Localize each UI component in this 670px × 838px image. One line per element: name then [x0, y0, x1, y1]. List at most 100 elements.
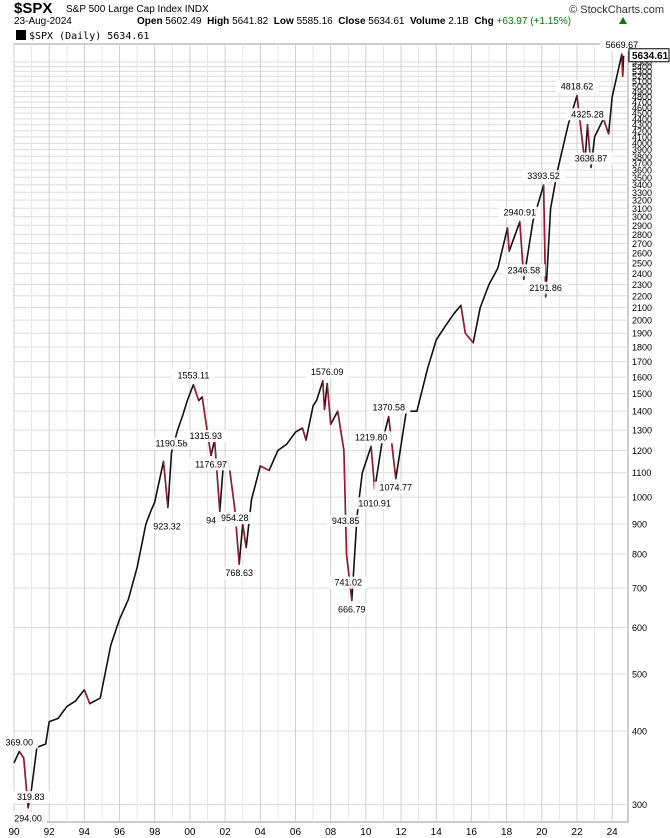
annotation-box: [220, 567, 258, 580]
y-tick-label: 4200: [632, 126, 652, 136]
y-tick-label: 900: [632, 519, 647, 529]
current-value-label: 5634.61: [632, 51, 669, 62]
legend-swatch: [16, 30, 26, 40]
volume-value: 2.1B: [448, 16, 469, 27]
current-value-box: [628, 48, 670, 63]
annotation-label: 5669.67: [606, 40, 639, 50]
y-tick-label: 3500: [632, 173, 652, 183]
annotation-label: 1315.93: [189, 431, 222, 441]
x-tick-label: 92: [44, 827, 56, 838]
annotation-label: 3393.52: [527, 171, 560, 181]
x-tick-label: 04: [255, 827, 267, 838]
down-segment: [242, 523, 247, 548]
annotation-label: 768.63: [225, 568, 253, 578]
high-value: 5641.82: [232, 16, 269, 27]
down-segment: [83, 689, 91, 704]
x-tick-label: 02: [220, 827, 232, 838]
y-tick-label: 4900: [632, 87, 652, 97]
x-tick-label: 98: [149, 827, 161, 838]
x-tick-label: 18: [501, 827, 513, 838]
low-label: Low: [273, 16, 294, 27]
annotation-label: 2191.86: [529, 283, 562, 293]
x-tick-label: 00: [184, 827, 196, 838]
down-segment: [464, 332, 474, 344]
y-tick-label: 4000: [632, 139, 652, 149]
y-tick-label: 1800: [632, 343, 652, 353]
y-tick-label: 4100: [632, 132, 652, 142]
annotation-box: [189, 458, 233, 471]
annotation-label: 1370.58: [372, 403, 405, 413]
annotation-box: [171, 369, 216, 382]
annotation-box: [329, 576, 368, 589]
y-tick-label: 4800: [632, 92, 652, 102]
close-value: 5634.61: [368, 16, 405, 27]
down-segment: [621, 54, 624, 77]
volume-label: Volume: [410, 16, 446, 27]
y-tick-label: 3700: [632, 159, 652, 169]
annotation-label: 3636.87: [575, 154, 608, 164]
down-segment: [576, 95, 586, 164]
y-tick-label: 2800: [632, 230, 652, 240]
annotation-box: [11, 791, 50, 804]
y-tick-label: 5100: [632, 77, 652, 87]
chg-value: +63.97 (+1.15%): [496, 16, 572, 27]
y-tick-label: 3100: [632, 204, 652, 214]
annotation-box: [326, 514, 365, 527]
y-tick-label: 1700: [632, 357, 652, 367]
high-label: High: [207, 16, 230, 27]
chg-label: Chg: [474, 16, 494, 27]
y-tick-label: 2000: [632, 316, 652, 326]
annotation-label: 923.32: [153, 521, 181, 531]
down-segment: [337, 411, 345, 451]
y-tick-label: 4500: [632, 109, 652, 119]
spx-price-line: [13, 53, 625, 809]
annotation-label: 666.79: [338, 605, 366, 615]
annotation-label: 1074.77: [379, 483, 412, 493]
quote-line: Open 5602.49 High 5641.82 Low 5585.16 Cl…: [137, 16, 571, 27]
annotation-box: [600, 39, 644, 52]
down-segment: [543, 185, 547, 297]
annotation-box: [149, 437, 194, 450]
x-tick-label: 10: [360, 827, 372, 838]
y-tick-label: 4400: [632, 114, 652, 124]
annotation-box: [565, 108, 610, 121]
brand-logo[interactable]: © StockCharts.com: [569, 4, 664, 16]
down-segment: [460, 305, 466, 334]
y-tick-label: 500: [632, 669, 647, 679]
close-label: Close: [338, 16, 366, 27]
down-segment: [322, 380, 326, 410]
down-segment: [388, 416, 397, 479]
annotation-label: 294.00: [14, 814, 42, 824]
y-tick-label: 1400: [632, 407, 652, 417]
annotation-box: [215, 512, 254, 525]
open-value: 5602.49: [165, 16, 202, 27]
x-tick-label: 12: [395, 827, 407, 838]
open-label: Open: [137, 16, 163, 27]
legend-label: $SPX (Daily) 5634.61: [29, 31, 150, 42]
y-tick-label: 1900: [632, 329, 652, 339]
x-tick-label: 06: [290, 827, 302, 838]
y-tick-label: 5300: [632, 67, 652, 77]
down-segment: [192, 384, 200, 401]
annotation-box: [353, 497, 397, 510]
y-tick-label: 1300: [632, 426, 652, 436]
annotation-label: 954.28: [221, 513, 249, 523]
y-tick-label: 2300: [632, 280, 652, 290]
y-tick-label: 4700: [632, 98, 652, 108]
x-tick-label: 14: [431, 827, 443, 838]
y-tick-label: 1500: [632, 389, 652, 399]
annotation-box: [0, 736, 39, 749]
x-tick-label: 16: [466, 827, 478, 838]
y-tick-label: 800: [632, 550, 647, 560]
annotation-label: 943.85: [332, 516, 360, 526]
annotation-label: 4818.62: [561, 82, 594, 92]
y-tick-label: 3600: [632, 166, 652, 176]
annotation-box: [9, 812, 47, 825]
x-tick-label: 20: [536, 827, 548, 838]
y-tick-label: 1100: [632, 468, 651, 478]
annotation-label: 1010.91: [358, 498, 391, 508]
y-tick-label: 1600: [632, 373, 652, 383]
up-arrow-icon: [619, 17, 627, 24]
y-tick-label: 300: [632, 800, 647, 810]
down-segment: [343, 450, 348, 555]
